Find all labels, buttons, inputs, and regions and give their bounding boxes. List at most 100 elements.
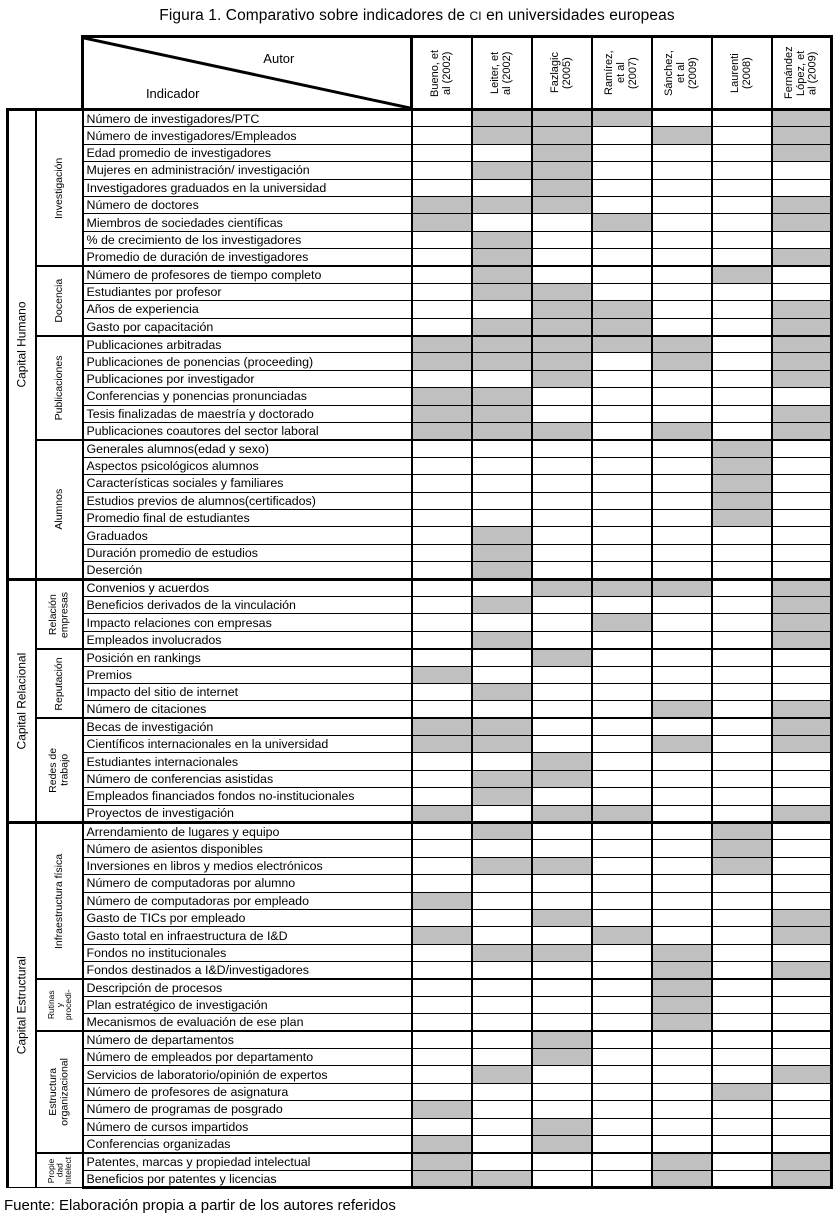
mark-cell-empty	[710, 1135, 773, 1154]
indicator-row: Gasto total en infraestructura de I&D	[8, 926, 833, 945]
indicator-cell: Promedio final de estudiantes	[81, 508, 413, 528]
mark-cell-shaded	[530, 752, 593, 771]
mark-cell-empty	[410, 264, 473, 284]
mark-cell-empty	[650, 230, 713, 250]
mark-cell-shaded	[650, 352, 713, 371]
mark-cell-shaded	[470, 317, 533, 337]
mark-cell-empty	[590, 456, 653, 476]
mark-cell-empty	[710, 126, 773, 145]
indicator-row: Servicios de laboratorio/opinión de expe…	[8, 1065, 833, 1084]
subgroup-label-text: Relación empresas	[46, 591, 70, 638]
indicator-row: Número de doctores	[8, 195, 833, 215]
mark-cell-empty	[410, 595, 473, 615]
subgroup-label-text: Publicaciones	[52, 355, 65, 421]
indicator-cell: Promedio de duración de investigadores	[81, 248, 413, 267]
mark-cell-empty	[650, 561, 713, 580]
mark-cell-shaded	[470, 1169, 533, 1190]
diagonal-line	[84, 38, 410, 108]
mark-cell-empty	[710, 387, 773, 406]
indicator-cell: Servicios de laboratorio/opinión de expe…	[81, 1065, 413, 1084]
subgroup-label-text: Rutinas y procedi-	[45, 989, 73, 1021]
mark-cell-empty	[770, 647, 833, 667]
mark-cell-empty	[470, 804, 533, 824]
mark-cell-shaded	[410, 422, 473, 441]
indicator-cell: Empleados involucrados	[81, 630, 413, 650]
mark-cell-shaded	[770, 735, 833, 754]
mark-cell-empty	[590, 717, 653, 737]
mark-cell-empty	[650, 804, 713, 824]
mark-cell-empty	[710, 769, 773, 789]
author-column-header-label: Fernández López, et al (2009)	[782, 46, 819, 100]
figure-title-ci: CI	[469, 9, 482, 23]
indicator-cell: Número de cursos impartidos	[81, 1117, 413, 1137]
mark-cell-empty	[770, 1082, 833, 1102]
mark-cell-empty	[470, 1117, 533, 1137]
mark-cell-shaded	[770, 317, 833, 337]
indicator-cell: Beneficios derivados de la vinculación	[81, 595, 413, 615]
mark-cell-empty	[710, 665, 773, 684]
mark-cell-shaded	[770, 213, 833, 232]
mark-cell-empty	[530, 456, 593, 476]
mark-cell-shaded	[530, 352, 593, 371]
mark-cell-shaded	[470, 595, 533, 615]
mark-cell-shaded	[770, 422, 833, 441]
indicator-cell: Publicaciones arbitradas	[81, 334, 413, 354]
mark-cell-empty	[650, 248, 713, 267]
indicator-row: Miembros de sociedades científicas	[8, 213, 833, 232]
mark-cell-empty	[650, 282, 713, 302]
mark-cell-empty	[770, 1048, 833, 1067]
mark-cell-empty	[710, 961, 773, 980]
mark-cell-shaded	[530, 195, 593, 215]
mark-cell-shaded	[530, 161, 593, 180]
mark-cell-empty	[530, 264, 593, 284]
mark-cell-empty	[650, 264, 713, 284]
mark-cell-empty	[710, 1169, 773, 1190]
mark-cell-empty	[710, 352, 773, 371]
mark-cell-empty	[590, 1135, 653, 1154]
indicator-row: Edad promedio de investigadores	[8, 143, 833, 163]
mark-cell-shaded	[470, 282, 533, 302]
mark-cell-empty	[650, 1100, 713, 1119]
indicator-cell: Miembros de sociedades científicas	[81, 213, 413, 232]
subgroup-label-text: Propie dad Intelect	[45, 1156, 73, 1185]
mark-cell-empty	[530, 248, 593, 267]
mark-cell-empty	[530, 491, 593, 510]
indicator-cell: Número de investigadores/PTC	[81, 107, 413, 128]
indicator-row: Beneficios derivados de la vinculación	[8, 595, 833, 615]
mark-cell-empty	[470, 143, 533, 163]
mark-cell-shaded	[710, 264, 773, 284]
mark-cell-shaded	[530, 422, 593, 441]
mark-cell-empty	[410, 161, 473, 180]
mark-cell-empty	[770, 1013, 833, 1032]
mark-cell-empty	[470, 577, 533, 597]
mark-cell-empty	[410, 769, 473, 789]
mark-cell-empty	[770, 752, 833, 771]
mark-cell-shaded	[530, 143, 593, 163]
mark-cell-shaded	[470, 387, 533, 406]
indicator-row: Estudios previos de alumnos(certificados…	[8, 491, 833, 510]
mark-cell-empty	[470, 665, 533, 684]
mark-cell-empty	[770, 856, 833, 876]
indicator-cell: Gasto por capacitación	[81, 317, 413, 337]
subgroup-label: Publicaciones	[34, 334, 84, 441]
author-column-header: Fazlagic (2005)	[530, 35, 593, 111]
mark-cell-shaded	[470, 230, 533, 250]
mark-cell-empty	[590, 369, 653, 389]
mark-cell-empty	[590, 404, 653, 424]
author-column-header: Bueno, et al (2002)	[410, 35, 473, 111]
mark-cell-shaded	[710, 491, 773, 510]
mark-cell-shaded	[470, 195, 533, 215]
mark-cell-shaded	[410, 926, 473, 945]
mark-cell-empty	[590, 282, 653, 302]
mark-cell-empty	[650, 474, 713, 493]
mark-cell-empty	[650, 456, 713, 476]
indicator-row: Tesis finalizadas de maestría y doctorad…	[8, 404, 833, 424]
mark-cell-shaded	[770, 143, 833, 163]
mark-cell-empty	[530, 613, 593, 632]
mark-cell-shaded	[650, 1151, 713, 1171]
indicator-cell: Convenios y acuerdos	[81, 577, 413, 597]
mark-cell-empty	[650, 1117, 713, 1137]
mark-cell-shaded	[770, 352, 833, 371]
mark-cell-empty	[590, 1048, 653, 1067]
subgroup-label-text: Investigación	[52, 157, 65, 219]
